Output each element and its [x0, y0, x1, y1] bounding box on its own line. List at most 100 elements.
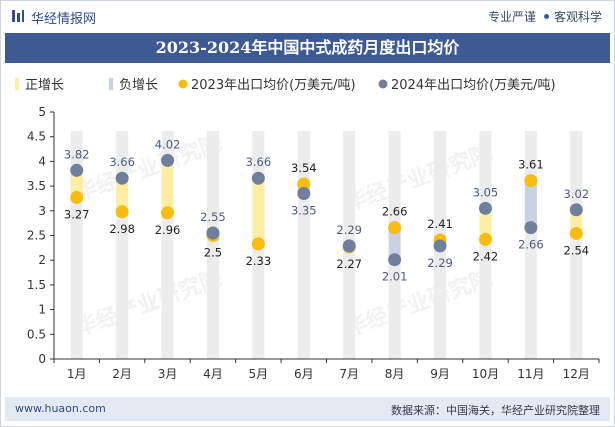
marker-2023: [524, 174, 538, 188]
watermark-text: 华经产业研究院: [72, 130, 226, 207]
footer-source: 数据来源：中国海关，华经产业研究院整理: [391, 404, 600, 417]
tagline-1: 专业严谨: [487, 10, 536, 24]
x-tick-label: 5月: [249, 367, 269, 381]
data-label-2024: 2.29: [427, 256, 453, 270]
dot-icon: [543, 14, 549, 19]
legend-marker-2024: [378, 79, 388, 89]
watermark-text: 华经产业研究院: [342, 265, 496, 342]
brand-name: 华经情报网: [31, 12, 97, 27]
increase-band: [479, 208, 492, 240]
increase-band: [116, 178, 129, 212]
data-label-2023: 3.27: [64, 207, 90, 221]
marker-2023: [388, 221, 402, 235]
marker-2023: [251, 237, 265, 251]
legend-swatch-decrease: [109, 78, 113, 90]
x-tick-label: 9月: [430, 367, 450, 381]
marker-2024: [161, 153, 175, 167]
y-tick-label: 3: [38, 204, 46, 218]
top-bar: 华经情报网 专业严谨 客观科学: [1, 1, 614, 31]
marker-2023: [161, 206, 175, 220]
marker-2024: [251, 171, 265, 185]
legend-label-increase: 正增长: [25, 78, 64, 93]
y-tick-label: 4.5: [27, 130, 46, 144]
x-tick-label: 7月: [339, 367, 359, 381]
data-label-2023: 2.27: [336, 257, 362, 271]
data-label-2024: 3.66: [246, 155, 272, 169]
x-tick-label: 12月: [563, 367, 590, 381]
marker-2023: [478, 232, 492, 246]
footer-bar: www.huaon.com 数据来源：中国海关，华经产业研究院整理: [5, 397, 610, 421]
marker-2024: [297, 187, 311, 201]
legend-label-decrease: 负增长: [119, 78, 158, 93]
x-tick-label: 3月: [158, 367, 178, 381]
marker-2024: [569, 203, 583, 217]
data-label-2023: 2.5: [204, 246, 222, 260]
data-label-2023: 2.98: [109, 222, 135, 236]
tagline-2: 客观科学: [553, 10, 602, 24]
data-label-2024: 3.05: [473, 185, 499, 199]
marker-2024: [388, 253, 402, 267]
legend-swatch-increase: [15, 78, 19, 90]
watermark-text: 华经产业研究院: [72, 265, 226, 342]
decrease-band: [524, 180, 537, 228]
marker-2024: [115, 171, 129, 185]
marker-2023: [569, 227, 583, 241]
data-label-2023: 2.54: [563, 244, 589, 258]
marker-2024: [478, 201, 492, 215]
data-label-2024: 3.35: [291, 204, 317, 218]
marker-2024: [524, 221, 538, 235]
marker-2024: [70, 163, 84, 177]
tagline: 专业严谨 客观科学: [488, 8, 602, 25]
data-label-2023: 2.66: [382, 205, 408, 219]
y-tick-label: 0: [38, 352, 46, 366]
marker-2023: [297, 177, 311, 191]
data-label-2023: 3.54: [291, 161, 317, 175]
increase-band: [70, 170, 83, 198]
background-bar: [570, 131, 583, 359]
data-label-2024: 2.01: [382, 270, 408, 284]
y-tick-label: 2: [38, 253, 46, 267]
y-tick-label: 0.5: [27, 327, 46, 341]
data-label-2024: 2.55: [200, 210, 226, 224]
y-tick-label: 1.5: [27, 278, 46, 292]
data-label-2024: 4.02: [155, 137, 181, 151]
legend-label-2023: 2023年出口均价(万美元/吨): [191, 78, 356, 93]
data-label-2024: 3.02: [563, 187, 589, 201]
y-tick-label: 5: [38, 105, 46, 119]
y-tick-label: 1: [38, 303, 46, 317]
x-tick-label: 11月: [517, 367, 544, 381]
x-tick-label: 1月: [67, 367, 87, 381]
data-label-2023: 2.33: [246, 254, 272, 268]
y-tick-label: 2.5: [27, 229, 46, 243]
data-label-2023: 2.41: [427, 217, 453, 231]
marker-2024: [433, 239, 447, 253]
decrease-band: [388, 227, 401, 260]
x-tick-label: 10月: [472, 367, 499, 381]
marker-2024: [206, 226, 220, 240]
data-label-2024: 2.29: [336, 223, 362, 237]
brand-logo-icon: [12, 10, 24, 22]
footer-url: www.huaon.com: [15, 402, 106, 415]
data-label-2023: 2.42: [473, 249, 499, 263]
data-label-2024: 2.66: [518, 238, 544, 252]
data-label-2023: 3.61: [518, 158, 544, 172]
increase-band: [570, 209, 583, 234]
y-tick-label: 3.5: [27, 179, 46, 193]
legend-marker-2023: [178, 79, 188, 89]
x-tick-label: 2月: [112, 367, 132, 381]
increase-band: [161, 160, 174, 213]
data-label-2023: 2.96: [155, 223, 181, 237]
x-tick-label: 8月: [385, 367, 405, 381]
y-tick-label: 4: [38, 154, 46, 168]
data-label-2024: 3.82: [64, 147, 90, 161]
legend-label-2024: 2024年出口均价(万美元/吨): [391, 78, 556, 93]
watermark-text: 华经产业研究院: [342, 140, 496, 217]
x-tick-label: 6月: [294, 367, 314, 381]
background-bar: [206, 131, 219, 359]
marker-2023: [70, 190, 84, 204]
marker-2023: [115, 205, 129, 219]
x-tick-label: 4月: [203, 367, 223, 381]
increase-band: [252, 178, 265, 244]
